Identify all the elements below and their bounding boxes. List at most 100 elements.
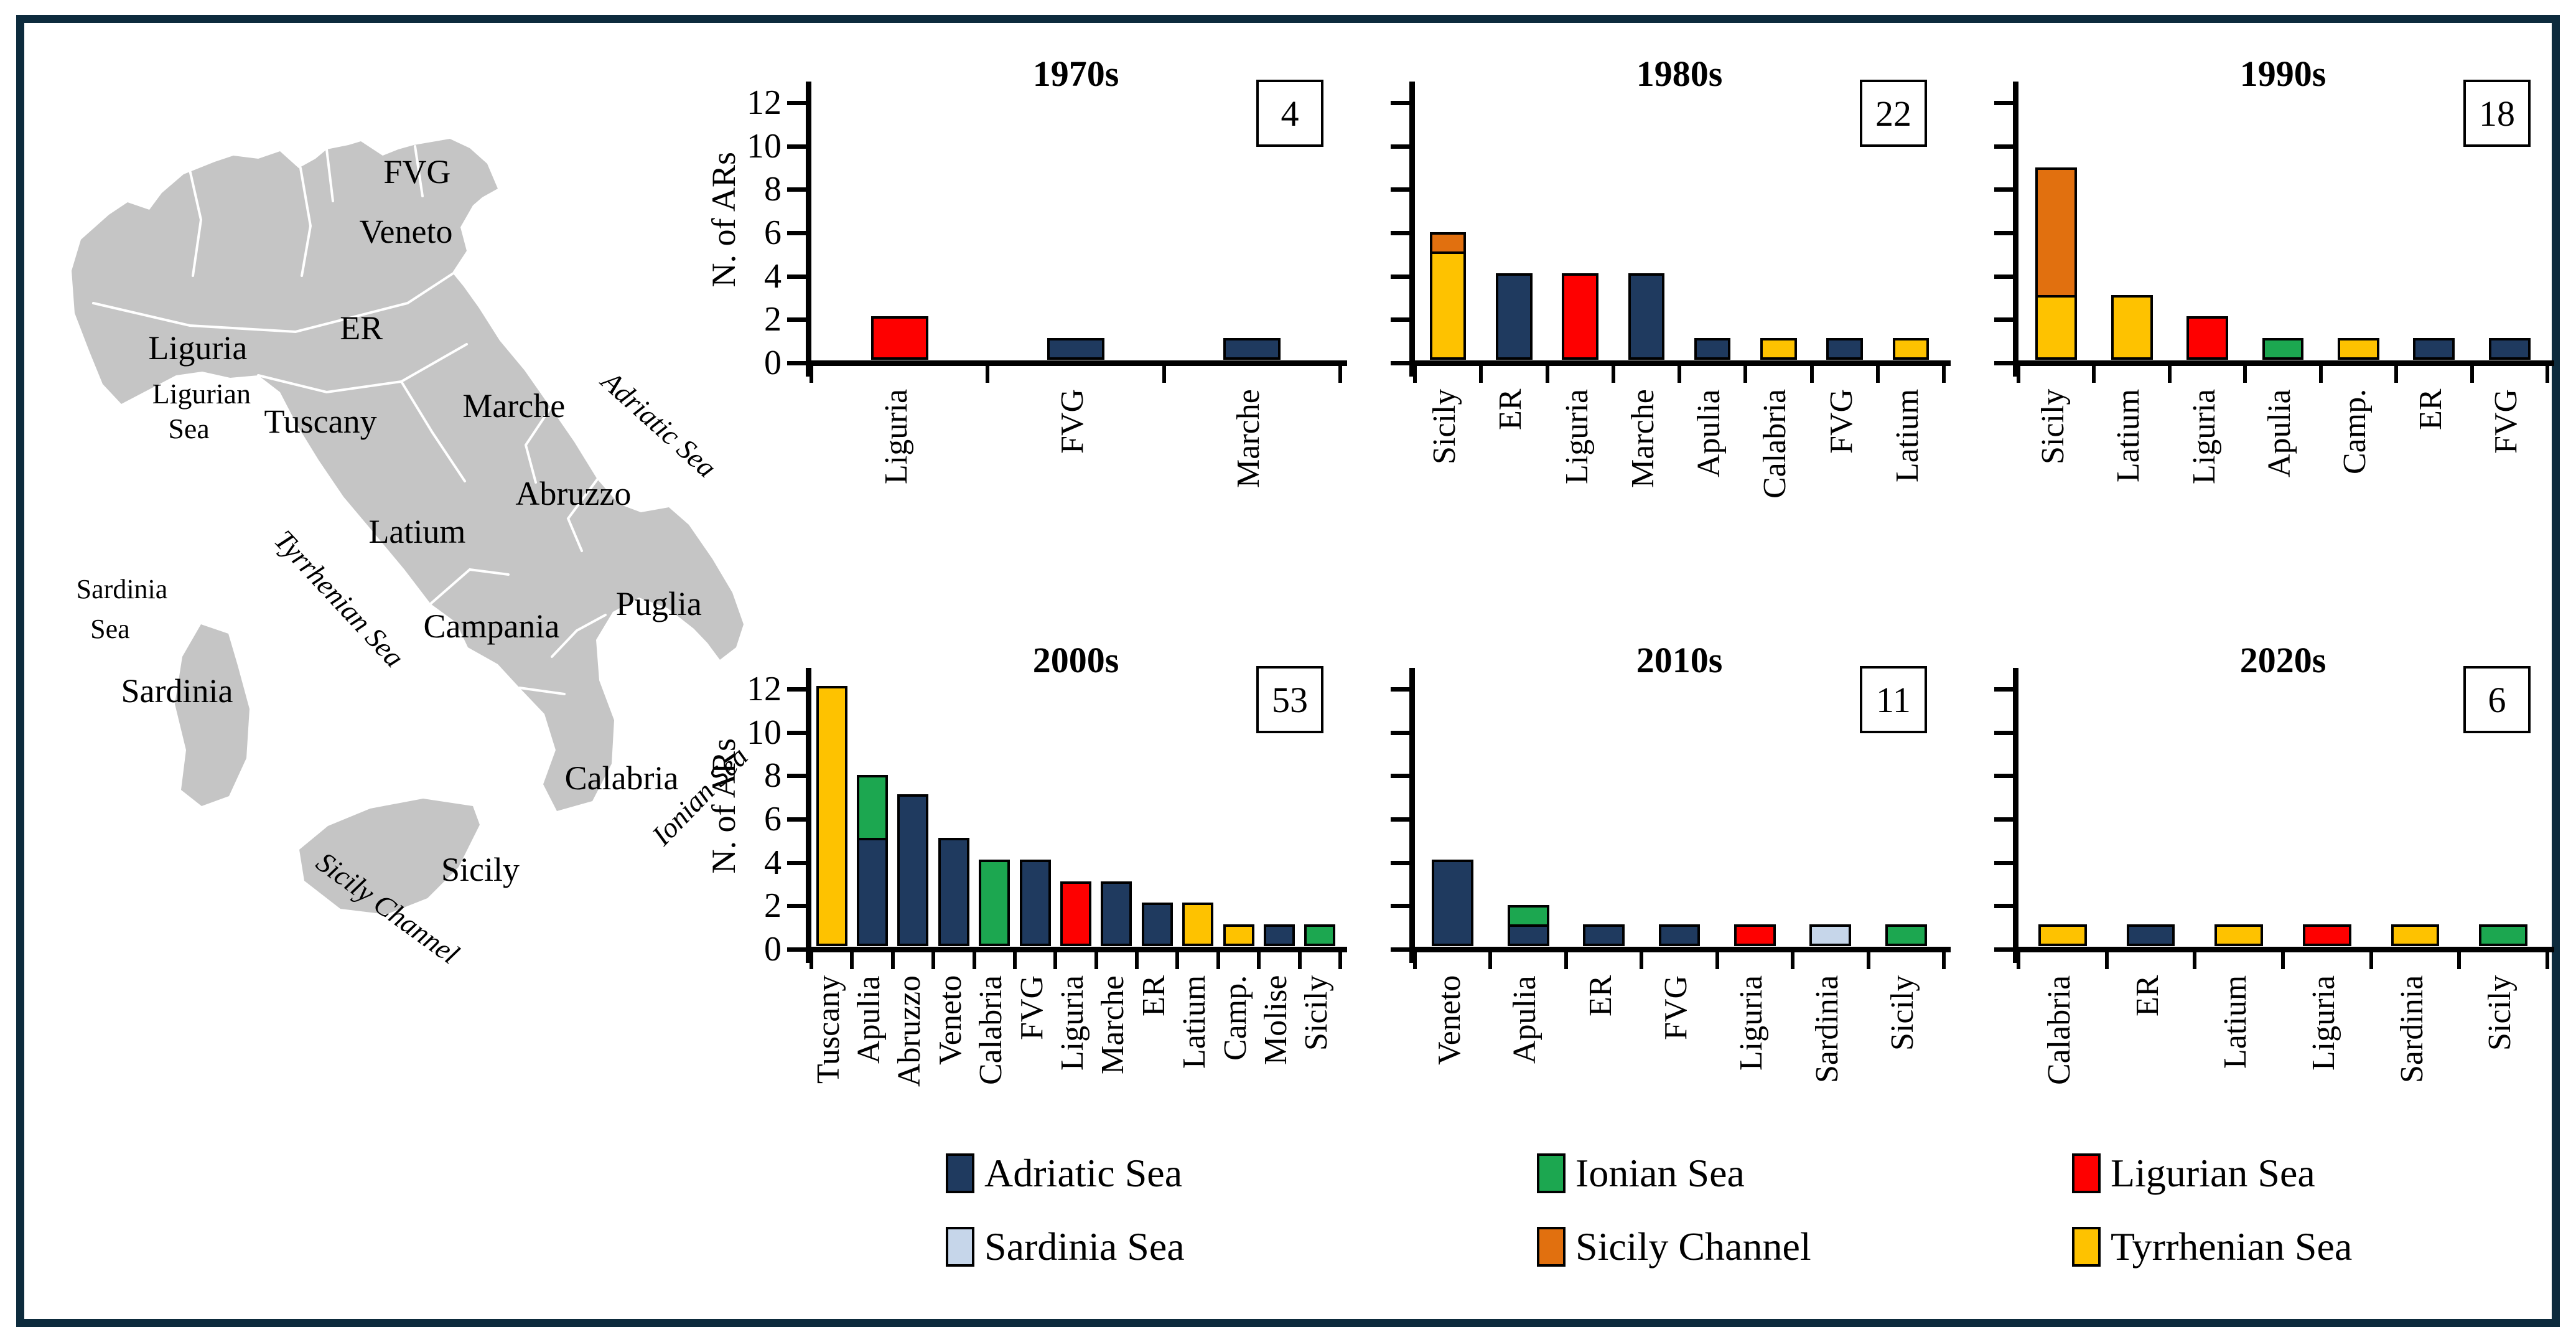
x-tick: [810, 950, 813, 969]
bar-fvg: [2488, 338, 2531, 360]
y-tick-label-8: 8: [764, 756, 782, 795]
y-tick-12: [1994, 687, 2013, 692]
y-tick-4: [1391, 860, 1409, 865]
map-label-abruzzo: Abruzzo: [515, 474, 632, 512]
x-tick: [2470, 364, 2474, 383]
y-tick-12: [787, 101, 806, 105]
x-tick: [2318, 364, 2323, 383]
chart-total-badge: 6: [2463, 666, 2531, 733]
bar-liguria: [1562, 273, 1598, 360]
x-axis-line: [2013, 947, 2554, 952]
y-tick-4: [787, 860, 806, 865]
italy-map: FVG Veneto ER Liguria Ligurian Sea Tuscany Marc…: [34, 34, 778, 970]
map-label-puglia: Puglia: [615, 584, 702, 622]
segment-sicily-channel: [1429, 232, 1467, 254]
segment-adriatic-sea: [1628, 273, 1665, 360]
x-label-calabria: Calabria: [973, 975, 1009, 1086]
y-tick-label-0: 0: [764, 930, 782, 969]
x-label-apulia: Apulia: [2262, 389, 2297, 477]
legend-item-sardinia-sea: Sardinia Sea: [946, 1225, 1537, 1269]
x-label-abruzzo: Abruzzo: [892, 975, 928, 1087]
legend-item-tyrrhenian-sea: Tyrrhenian Sea: [2072, 1225, 2539, 1269]
chart-total-badge: 53: [1256, 666, 1323, 733]
y-tick-0: [787, 361, 806, 365]
x-tick: [1743, 364, 1748, 383]
map-label-sea: Sea: [168, 413, 210, 445]
x-label-er: ER: [2129, 975, 2165, 1017]
chart-2010s: 2010s 11 Veneto Apulia ER FVG Liguria Sardinia S…: [1303, 624, 1981, 1184]
y-tick-10: [787, 730, 806, 735]
italy-mainland: [72, 139, 744, 811]
bar-liguria: [2302, 924, 2351, 946]
y-tick-label-4: 4: [764, 256, 782, 296]
segment-adriatic-sea: [897, 794, 929, 946]
legend-item-ligurian-sea: Ligurian Sea: [2072, 1152, 2539, 1195]
region-borders: [92, 145, 607, 695]
legend-swatch-ligurian-sea: [2072, 1153, 2101, 1193]
y-tick-label-0: 0: [764, 344, 782, 382]
x-label-apulia: Apulia: [1507, 975, 1543, 1064]
x-label-liguria: Liguria: [2186, 389, 2222, 485]
x-tick: [1162, 364, 1166, 383]
bar-molise: [1263, 924, 1295, 946]
legend-item-sicily-channel: Sicily Channel: [1537, 1225, 2072, 1269]
y-axis-title: N. of ARs: [705, 152, 742, 288]
x-axis-line: [806, 947, 1347, 952]
segment-sardinia-sea: [1809, 924, 1852, 946]
x-label-sicily: Sicily: [2035, 389, 2071, 465]
segment-adriatic-sea: [938, 837, 969, 946]
bar-liguria: [870, 316, 928, 360]
y-tick-label-4: 4: [764, 843, 782, 882]
chart-total-badge: 11: [1860, 666, 1927, 733]
x-tick: [1479, 364, 1483, 383]
bar-calabria: [2038, 924, 2087, 946]
segment-ligurian-sea: [2302, 924, 2351, 946]
map-label-campania: Campania: [423, 608, 560, 645]
segment-adriatic-sea: [2413, 338, 2455, 360]
x-label-er: ER: [2412, 389, 2448, 431]
x-tick: [1413, 950, 1417, 969]
y-tick-10: [1391, 730, 1409, 735]
y-tick-10: [1391, 144, 1409, 149]
y-tick-8: [1391, 774, 1409, 779]
chart-total-badge: 22: [1860, 80, 1927, 147]
y-tick-6: [1994, 231, 2013, 235]
legend-label: Ionian Sea: [1575, 1151, 1745, 1195]
bar-calabria: [979, 859, 1010, 946]
segment-ionian-sea: [2262, 338, 2304, 360]
x-tick: [2546, 364, 2549, 383]
x-tick: [986, 364, 990, 383]
map-label-marche: Marche: [462, 387, 566, 425]
x-tick: [1866, 950, 1870, 969]
bar-sicily: [2479, 924, 2528, 946]
bar-calabria: [1760, 338, 1797, 360]
x-label-fvg: FVG: [1055, 389, 1090, 454]
x-tick: [1094, 950, 1098, 969]
x-tick: [1715, 950, 1719, 969]
bar-marche: [1628, 273, 1665, 360]
segment-adriatic-sea: [1583, 924, 1625, 946]
segment-ionian-sea: [857, 775, 889, 840]
y-tick-label-2: 2: [764, 886, 782, 926]
sardinia-island: [175, 624, 250, 806]
chart-2000s: 2000s 53 0 2 4 6 8 10 12 N. of ARs Tuscany Apulia Ab…: [699, 624, 1378, 1184]
segment-tyrrhenian-sea: [2035, 294, 2078, 360]
y-tick-4: [1994, 274, 2013, 279]
map-label-sardinia: Sardinia: [76, 574, 168, 605]
x-tick: [2104, 950, 2109, 969]
y-tick-label-12: 12: [747, 83, 782, 122]
y-axis-spine: [1409, 82, 1415, 377]
x-label-liguria: Liguria: [1055, 975, 1090, 1071]
y-tick-2: [787, 317, 806, 322]
y-tick-label-8: 8: [764, 170, 782, 209]
x-tick: [2394, 364, 2399, 383]
y-tick-label-6: 6: [764, 800, 782, 838]
segment-ionian-sea: [1885, 924, 1927, 946]
bar-er: [2413, 338, 2455, 360]
legend-label: Sicily Channel: [1575, 1224, 1811, 1269]
x-label-sardinia: Sardinia: [1809, 975, 1845, 1084]
y-tick-4: [1994, 860, 2013, 865]
x-tick: [2457, 950, 2462, 969]
x-label-calabria: Calabria: [1757, 389, 1793, 499]
segment-adriatic-sea: [1101, 881, 1132, 946]
